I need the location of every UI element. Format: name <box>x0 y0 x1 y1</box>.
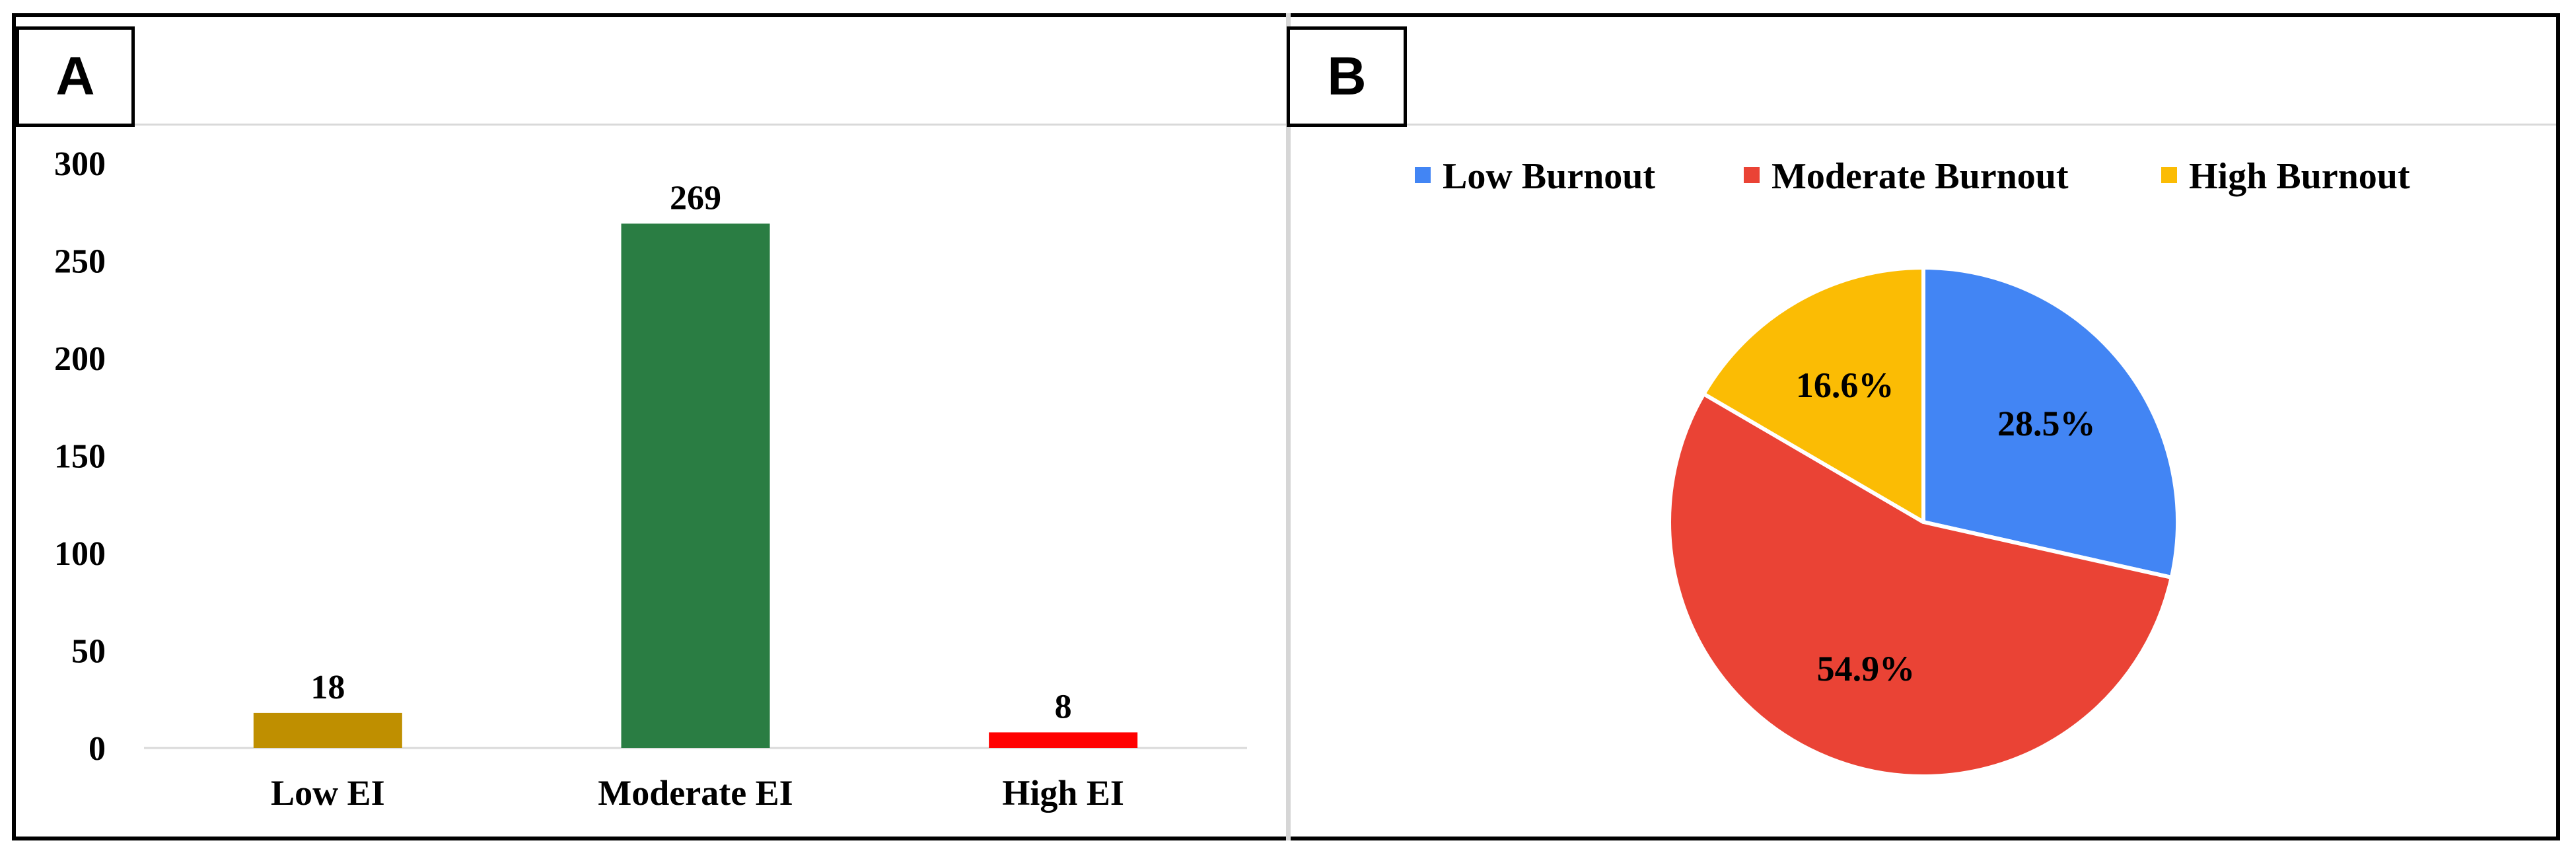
pie-slice <box>1921 266 2180 579</box>
bar <box>621 223 770 748</box>
y-tick-label: 250 <box>54 243 106 281</box>
bar-data-label: 269 <box>670 179 721 217</box>
pie-data-label: 28.5% <box>1997 404 2096 443</box>
pie-slice <box>1701 266 1925 524</box>
panel-a-label: A <box>16 26 135 127</box>
bar-chart: 0 50 100 150 200 250 300 18 Low EI 269 Moderate EI… <box>54 145 1247 813</box>
bar <box>989 732 1138 748</box>
y-tick-label: 100 <box>54 535 106 573</box>
panel-a-header-line <box>16 124 1286 126</box>
panel-divider <box>1286 13 1291 840</box>
x-tick-label: Low EI <box>271 773 385 813</box>
y-tick-label: 50 <box>71 633 106 671</box>
legend-swatch <box>2161 167 2177 183</box>
legend-label: Moderate Burnout <box>1771 156 2069 197</box>
x-tick-label: Moderate EI <box>598 773 793 813</box>
legend-label: Low Burnout <box>1443 156 1655 197</box>
y-tick-label: 150 <box>54 438 106 476</box>
bar-data-label: 18 <box>310 669 345 706</box>
y-tick-label: 300 <box>54 145 106 183</box>
pie-data-label: 16.6% <box>1796 365 1894 405</box>
bar <box>253 712 402 748</box>
x-tick-label: High EI <box>1002 773 1124 813</box>
y-tick-label: 200 <box>54 340 106 378</box>
pie-data-label: 54.9% <box>1817 649 1915 689</box>
pie-chart: Low Burnout Moderate Burnout High Burnout 2… <box>1415 156 2410 778</box>
legend-swatch <box>1744 167 1760 183</box>
panel-b-label: B <box>1287 26 1407 127</box>
legend-label: High Burnout <box>2189 156 2410 197</box>
pie-slice <box>1667 392 2174 778</box>
panel-b-header-line <box>1291 124 2556 126</box>
bar-data-label: 8 <box>1055 688 1072 726</box>
y-tick-label: 0 <box>89 730 106 768</box>
legend-swatch <box>1415 167 1431 183</box>
